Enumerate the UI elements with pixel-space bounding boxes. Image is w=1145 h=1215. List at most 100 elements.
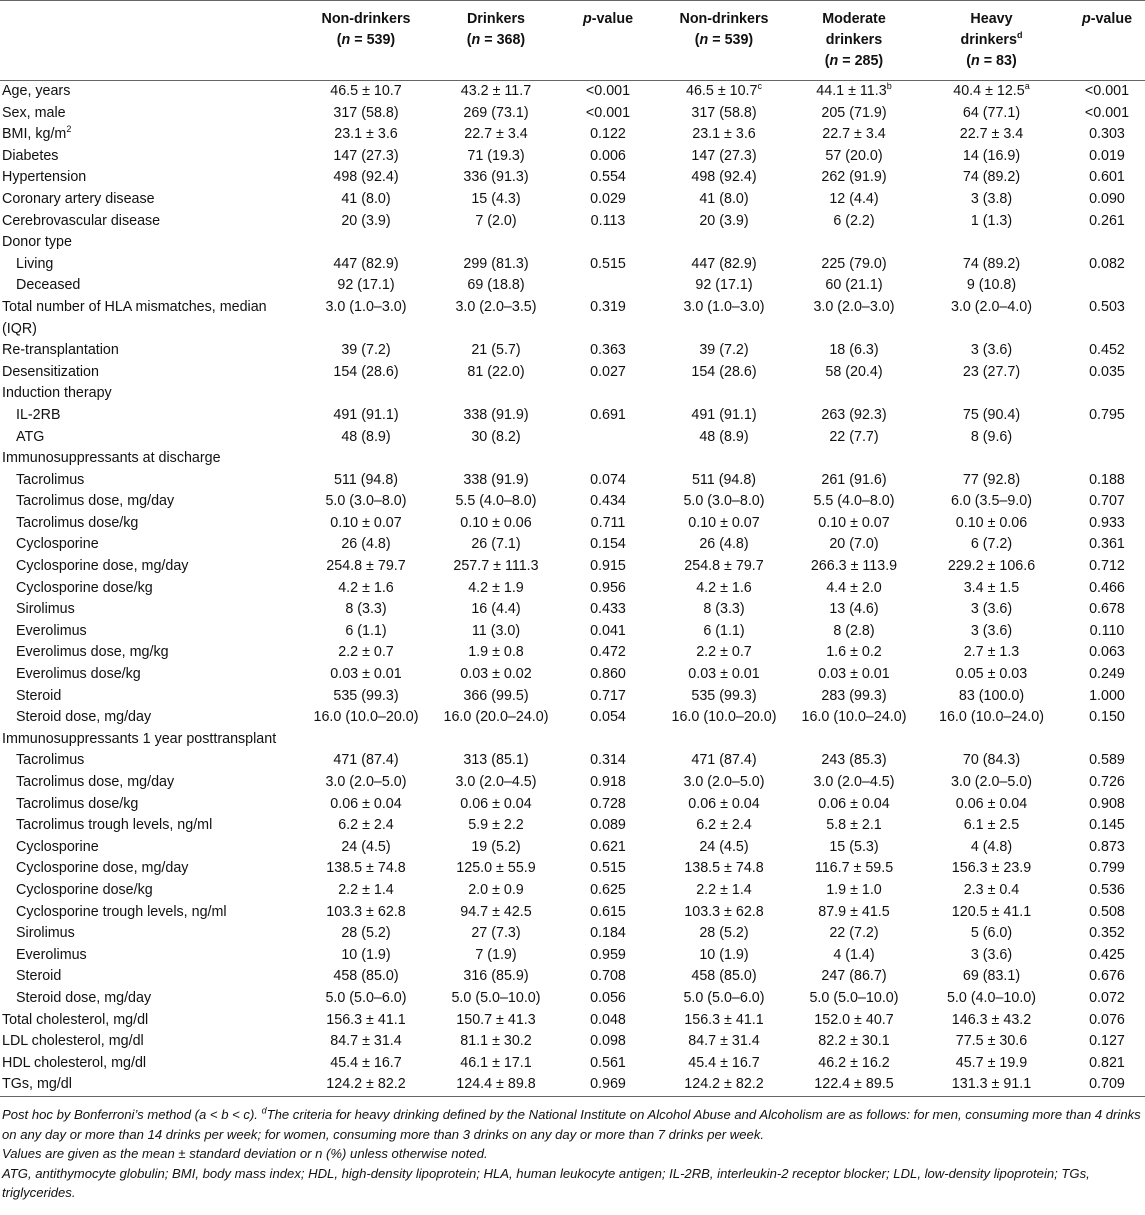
table-row: Deceased 92 (17.1) 69 (18.8) 92 (17.1) 60 (2… [0,275,1145,297]
cell-value: 5.0 (5.0–10.0) [809,989,899,1006]
header-n-prefix: ( [824,53,830,69]
cell-value: 21 (5.7) [471,342,521,359]
cell-value: 152.0 ± 40.7 [814,1011,894,1028]
cell-c3: 0.691 [562,405,654,427]
cell-c5: 225 (79.0) [794,254,914,276]
cell-c3: 0.708 [562,966,654,988]
cell-c1: 28 (5.2) [302,923,430,945]
row-label: Immunosuppressants 1 year posttransplant [0,729,302,751]
cell-value: 5.0 (3.0–8.0) [325,493,407,510]
cell-value: 0.536 [1089,881,1125,898]
row-label: Everolimus [0,945,302,967]
cell-value: 317 (58.8) [691,104,757,121]
cell-c6: 45.7 ± 19.9 [914,1053,1069,1075]
cell-value: 3 (3.6) [970,342,1013,359]
table-row: Tacrolimus dose, mg/day 3.0 (2.0–5.0) 3.0 … [0,772,1145,794]
cell-value: 6.2 ± 2.4 [696,817,752,834]
cell-value: 3.0 (1.0–3.0) [325,298,407,315]
cell-c1: 41 (8.0) [302,189,430,211]
row-label: Cyclosporine trough levels, ng/ml [0,902,302,924]
cell-c5: 205 (71.9) [794,103,914,125]
cell-value: 3 (3.6) [970,601,1013,618]
cell-c3: 0.056 [562,988,654,1010]
cell-value: 225 (79.0) [821,255,887,272]
cell-value: 247 (86.7) [821,968,887,985]
row-label-text: Tacrolimus dose/kg [16,514,139,531]
row-label: Everolimus [0,621,302,643]
row-label: Induction therapy [0,383,302,405]
cell-value: 0.303 [1089,126,1125,143]
cell-value: 15 (5.3) [829,838,879,855]
cell-value: 24 (4.5) [699,838,749,855]
cell-value: 40.4 ± 12.5 [953,83,1025,99]
cell-value: 3.0 (2.0–5.0) [950,774,1033,790]
cell-value: 156.3 ± 41.1 [684,1011,764,1028]
table-row: Cyclosporine 24 (4.5) 19 (5.2) 0.621 24 (4.5… [0,837,1145,859]
row-label-text: Total cholesterol, mg/dl [2,1011,149,1028]
cell-value: 39 (7.2) [341,342,391,359]
cell-c4: 84.7 ± 31.4 [654,1031,794,1053]
cell-c1: 124.2 ± 82.2 [302,1074,430,1097]
cell-c6: 3 (3.6) [914,621,1069,643]
cell-c2: 3.0 (2.0–4.5) [430,772,562,794]
cell-value: 6 (7.2) [970,536,1013,553]
cell-value: 0.933 [1089,514,1125,531]
cell-c7: 0.821 [1069,1053,1145,1075]
cell-c1: 5.0 (5.0–6.0) [302,988,430,1010]
table-row: Steroid 535 (99.3) 366 (99.5) 0.717 535 (99.… [0,686,1145,708]
cell-c3: 0.006 [562,146,654,168]
cell-c6: 6.1 ± 2.5 [914,815,1069,837]
cell-c3 [562,427,654,449]
cell-c4: 124.2 ± 82.2 [654,1074,794,1097]
table-row: Re-transplantation 39 (7.2) 21 (5.7) 0.363 3… [0,340,1145,362]
cell-c4: 8 (3.3) [654,599,794,621]
row-label-text: ATG [16,428,45,445]
cell-value: 0.082 [1089,255,1125,272]
cell-value: 3 (3.6) [970,622,1013,639]
header-p: p [1081,11,1091,27]
cell-c7: 0.035 [1069,362,1145,384]
row-label: Hypertension [0,167,302,189]
cell-value: 124.2 ± 82.2 [326,1076,406,1093]
cell-c6: 77.5 ± 30.6 [914,1031,1069,1053]
table-row: Everolimus dose, mg/kg 2.2 ± 0.7 1.9 ± 0.8… [0,642,1145,664]
cell-value: 511 (94.8) [691,471,757,488]
cell-value: 7 (2.0) [475,212,517,229]
cell-c1: 20 (3.9) [302,211,430,233]
cell-value: 58 (20.4) [825,363,883,380]
cell-value: 266.3 ± 113.9 [810,558,898,575]
cell-value: 0.433 [590,601,626,618]
row-label-text: Tacrolimus [16,471,85,488]
cell-c3: 0.625 [562,880,654,902]
table-row: Hypertension 498 (92.4) 336 (91.3) 0.554 498… [0,167,1145,189]
row-label: Everolimus dose, mg/kg [0,642,302,664]
cell-c7: 0.076 [1069,1010,1145,1032]
cell-c1: 6.2 ± 2.4 [302,815,430,837]
cell-c1: 23.1 ± 3.6 [302,124,430,146]
cell-value: 0.425 [1089,946,1125,963]
cell-c5: 5.5 (4.0–8.0) [794,491,914,513]
row-label: Sirolimus [0,923,302,945]
cell-c4: 5.0 (5.0–6.0) [654,988,794,1010]
cell-c4: 498 (92.4) [654,167,794,189]
cell-value: 77.5 ± 30.6 [955,1033,1028,1050]
cell-c7: 0.127 [1069,1031,1145,1053]
cell-c1: 24 (4.5) [302,837,430,859]
row-label: Living [0,254,302,276]
table-row: LDL cholesterol, mg/dl 84.7 ± 31.4 81.1 ± … [0,1031,1145,1053]
cell-c6 [914,232,1069,254]
cell-value: 45.4 ± 16.7 [330,1054,402,1071]
cell-value: 0.090 [1089,190,1125,207]
cell-c6: 2.3 ± 0.4 [914,880,1069,902]
cell-c1: 156.3 ± 41.1 [302,1010,430,1032]
cell-c3: 0.918 [562,772,654,794]
table-row: Cyclosporine dose/kg 4.2 ± 1.6 4.2 ± 1.9 0.… [0,578,1145,600]
cell-value: 2.0 ± 0.9 [468,881,524,898]
cell-c4: 3.0 (2.0–5.0) [654,772,794,794]
cell-value: 313 (85.1) [463,752,529,769]
cell-c6: 3.0 (2.0–5.0) [914,772,1069,794]
cell-c6: 70 (84.3) [914,750,1069,772]
cell-c5: 44.1 ± 11.3b [794,81,914,103]
cell-c1: 254.8 ± 79.7 [302,556,430,578]
cell-c7: 0.110 [1069,621,1145,643]
